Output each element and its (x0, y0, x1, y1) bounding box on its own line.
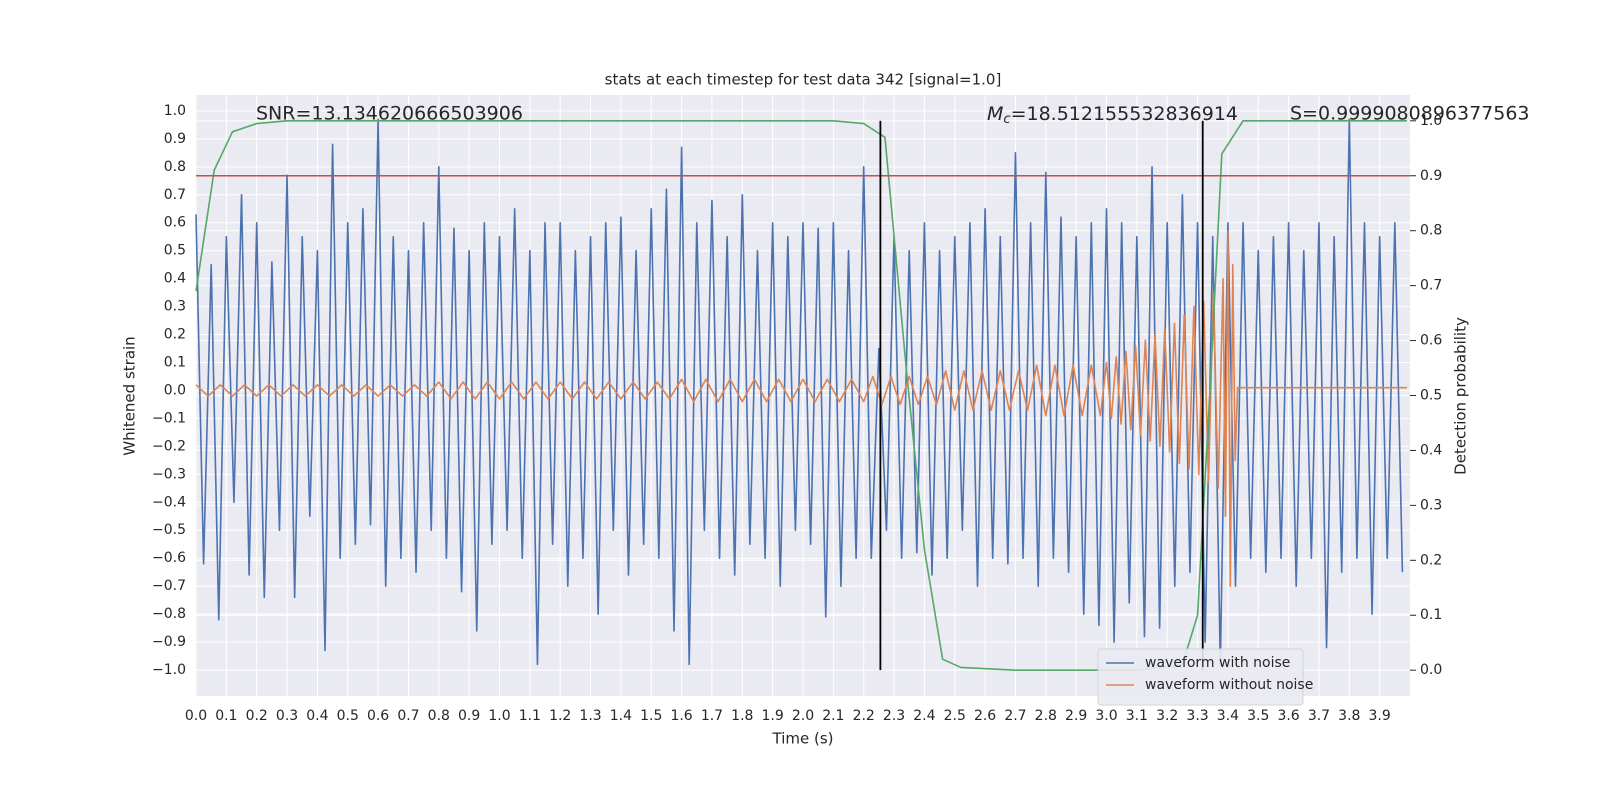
y-tick-label: −0.3 (152, 466, 186, 482)
y-tick-label: −0.5 (152, 522, 186, 538)
y2-axis-label: Detection probability (1452, 317, 1470, 475)
x-tick-label: 1.5 (640, 708, 662, 724)
x-tick-label: 3.7 (1308, 708, 1330, 724)
series-line (195, 230, 1407, 587)
x-tick-label: 1.4 (610, 708, 632, 724)
x-tick-label: 0.0 (185, 708, 207, 724)
snr-annotation: SNR=13.134620666503906 (256, 103, 523, 125)
y-tick-label: 0.9 (164, 131, 186, 147)
y-tick-label: 0.0 (164, 382, 186, 398)
x-tick-label: 3.9 (1369, 708, 1391, 724)
x-tick-label: 1.1 (519, 708, 541, 724)
x-tick-label: 3.1 (1126, 708, 1148, 724)
y-tick-label: 0.1 (164, 355, 186, 371)
x-tick-label: 0.6 (367, 708, 389, 724)
y-tick-label: −0.7 (152, 578, 186, 594)
y2-tick-label: 0.9 (1420, 168, 1442, 184)
x-tick-label: 2.5 (944, 708, 966, 724)
x-tick-label: 0.1 (215, 708, 237, 724)
x-tick-label: 1.2 (549, 708, 571, 724)
y2-tick-label: 0.7 (1420, 278, 1442, 294)
y2-tick-label: 0.1 (1420, 607, 1442, 623)
y-tick-label: 0.6 (164, 215, 186, 231)
x-axis-label: Time (s) (772, 730, 834, 748)
x-tick-label: 1.3 (579, 708, 601, 724)
mc-value: =18.512155532836914 (1011, 103, 1238, 125)
y-tick-label: 0.3 (164, 299, 186, 315)
x-tick-label: 0.7 (397, 708, 419, 724)
y-tick-label: −0.1 (152, 410, 186, 426)
x-tick-label: 0.3 (276, 708, 298, 724)
y2-tick-label: 0.2 (1420, 552, 1442, 568)
series-line (195, 120, 1407, 671)
x-tick-label: 2.6 (974, 708, 996, 724)
y-tick-label: −1.0 (152, 662, 186, 678)
mc-symbol: M (987, 103, 1003, 125)
y-tick-label: 0.8 (164, 159, 186, 175)
y-tick-label: 0.7 (164, 187, 186, 203)
y-tick-label: 1.0 (164, 103, 186, 119)
legend-label: waveform without noise (1145, 677, 1313, 693)
x-tick-label: 3.3 (1186, 708, 1208, 724)
y-tick-label: −0.2 (152, 438, 186, 454)
mc-annotation: Mc=18.512155532836914 (987, 103, 1238, 127)
legend-label: waveform with noise (1145, 655, 1290, 671)
y-tick-label: 0.5 (164, 243, 186, 259)
series-line (195, 118, 1404, 666)
x-tick-label: 1.9 (762, 708, 784, 724)
y2-tick-label: 1.0 (1420, 113, 1442, 129)
y-tick-label: −0.9 (152, 634, 186, 650)
y-axis-label: Whitened strain (121, 336, 139, 455)
x-tick-label: 2.9 (1065, 708, 1087, 724)
y-tick-label: −0.6 (152, 550, 186, 566)
y-tick-label: 0.2 (164, 327, 186, 343)
x-tick-label: 2.7 (1004, 708, 1026, 724)
x-tick-label: 0.8 (428, 708, 450, 724)
x-tick-label: 2.2 (853, 708, 875, 724)
y-tick-label: −0.4 (152, 494, 186, 510)
y-tick-label: 0.4 (164, 271, 186, 287)
s-annotation: S=0.9999080896377563 (1290, 103, 1530, 125)
x-tick-label: 3.6 (1277, 708, 1299, 724)
x-tick-label: 3.5 (1247, 708, 1269, 724)
x-tick-label: 0.4 (306, 708, 328, 724)
y2-tick-label: 0.5 (1420, 388, 1442, 404)
x-tick-label: 1.8 (731, 708, 753, 724)
x-tick-label: 3.2 (1156, 708, 1178, 724)
x-tick-label: 2.4 (913, 708, 935, 724)
x-tick-label: 3.8 (1338, 708, 1360, 724)
chart-title: stats at each timestep for test data 342… (605, 71, 1002, 89)
x-tick-label: 2.0 (792, 708, 814, 724)
mc-subscript: c (1003, 112, 1010, 127)
x-tick-label: 2.3 (883, 708, 905, 724)
x-tick-label: 2.1 (822, 708, 844, 724)
y2-tick-label: 0.6 (1420, 333, 1442, 349)
y2-tick-label: 0.3 (1420, 497, 1442, 513)
y2-tick-label: 0.4 (1420, 442, 1442, 458)
y2-tick-label: 0.8 (1420, 223, 1442, 239)
x-tick-label: 0.2 (246, 708, 268, 724)
x-tick-label: 3.0 (1095, 708, 1117, 724)
x-tick-label: 1.0 (488, 708, 510, 724)
x-tick-label: 0.5 (337, 708, 359, 724)
x-tick-label: 1.7 (701, 708, 723, 724)
x-tick-label: 1.6 (670, 708, 692, 724)
x-tick-label: 0.9 (458, 708, 480, 724)
x-tick-label: 3.4 (1217, 708, 1239, 724)
y2-tick-label: 0.0 (1420, 662, 1442, 678)
x-tick-label: 2.8 (1035, 708, 1057, 724)
legend-box (1097, 648, 1304, 706)
y-tick-label: −0.8 (152, 606, 186, 622)
